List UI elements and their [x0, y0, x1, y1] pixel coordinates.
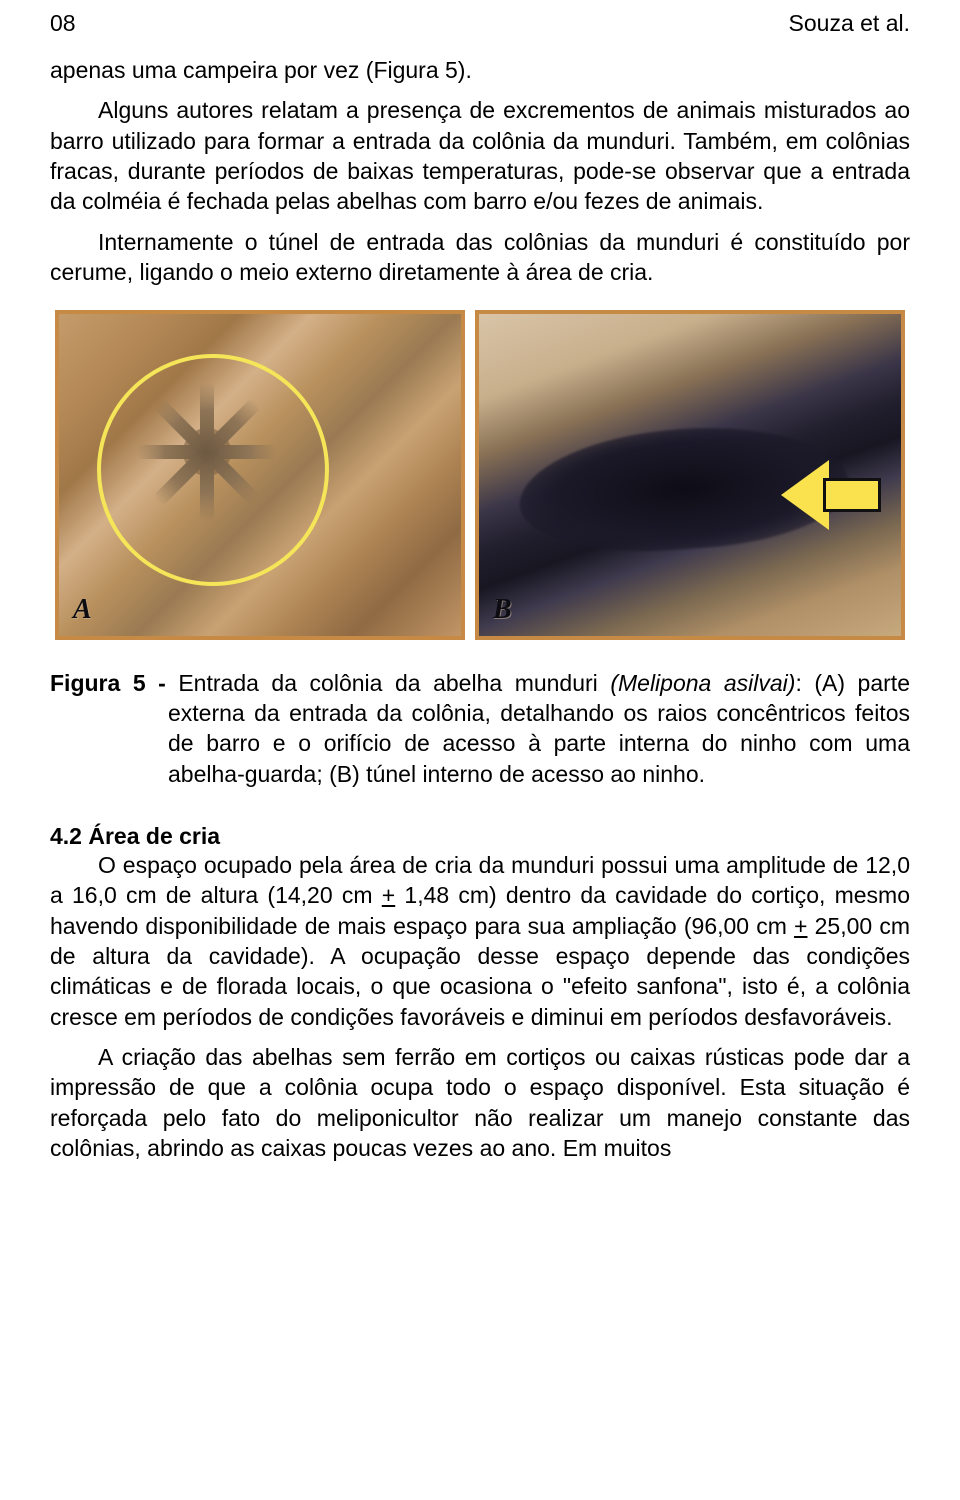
paragraph-3: Internamente o túnel de entrada das colô…	[50, 227, 910, 288]
figure-panel-b: B	[475, 310, 905, 640]
figure-label: Figura 5 -	[50, 670, 178, 696]
figure-panel-a: A	[55, 310, 465, 640]
panel-label-a: A	[73, 594, 92, 626]
arrow-shaft-icon	[823, 478, 881, 512]
paragraph-1: apenas uma campeira por vez (Figura 5).	[50, 55, 910, 85]
paragraph-2: Alguns autores relatam a presença de exc…	[50, 95, 910, 216]
arrow-head-icon	[781, 460, 829, 530]
figure-5: A B Figura 5 - Entrada da colônia da abe…	[50, 310, 910, 789]
page-header: 08 Souza et al.	[50, 10, 910, 37]
plus-minus-1: +	[382, 882, 395, 908]
page: 08 Souza et al. apenas uma campeira por …	[0, 0, 960, 1500]
figure-caption: Figura 5 - Entrada da colônia da abelha …	[50, 668, 910, 789]
paragraph-5: A criação das abelhas sem ferrão em cort…	[50, 1042, 910, 1163]
running-head: Souza et al.	[789, 10, 910, 37]
figure-panels: A B	[50, 310, 910, 640]
caption-text-before: Entrada da colônia da abelha munduri	[178, 670, 610, 696]
panel-label-b: B	[493, 594, 512, 626]
species-name: (Melipona asilvai)	[610, 670, 795, 696]
plus-minus-2: +	[794, 913, 807, 939]
page-number: 08	[50, 10, 76, 37]
section-heading-4-2: 4.2 Área de cria	[50, 823, 910, 850]
paragraph-4: O espaço ocupado pela área de cria da mu…	[50, 850, 910, 1032]
